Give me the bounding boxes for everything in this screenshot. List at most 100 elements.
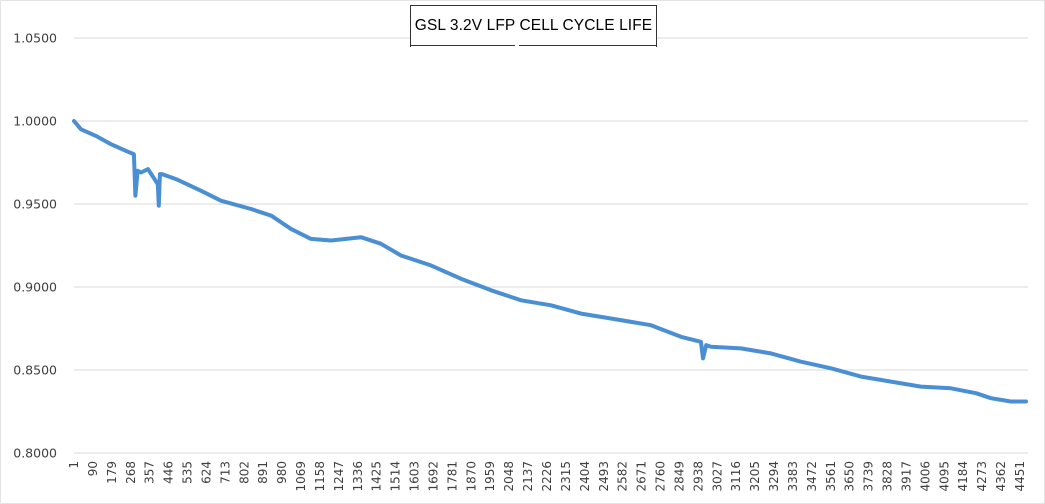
y-tick-label: 1.0000 [13, 114, 57, 129]
data-point [109, 142, 113, 146]
data-point [489, 288, 493, 292]
data-point [579, 312, 583, 316]
data-point [949, 386, 953, 390]
x-tick-label: 2226 [540, 461, 554, 492]
data-point [739, 346, 743, 350]
x-tick-label: 3205 [748, 461, 762, 492]
title-box-bottom-border-left [410, 45, 515, 46]
x-tick-label: 2671 [635, 461, 649, 492]
x-tick-label: 446 [162, 461, 176, 484]
x-tick-label: 4273 [975, 461, 989, 492]
data-point [199, 189, 203, 193]
x-tick-label: 4362 [994, 461, 1008, 492]
data-point [249, 207, 253, 211]
x-tick-label: 1959 [483, 461, 497, 492]
data-point [519, 298, 523, 302]
x-tick-label: 3739 [862, 461, 876, 492]
x-tick-label: 4184 [956, 461, 970, 492]
data-point [156, 182, 160, 186]
x-tick-label: 3828 [881, 461, 895, 492]
x-tick-label: 802 [237, 461, 251, 484]
data-point [769, 351, 773, 355]
y-tick-label: 0.8500 [13, 363, 57, 378]
data-point [1024, 400, 1028, 403]
x-tick-label: 3917 [899, 461, 913, 492]
data-point [859, 375, 863, 379]
x-tick-label: 713 [218, 461, 232, 484]
data-point [829, 366, 833, 370]
data-point [649, 323, 653, 327]
x-tick-label: 1 [67, 461, 81, 469]
x-tick-label: 179 [105, 461, 119, 484]
data-point [289, 227, 293, 231]
x-tick-label: 891 [256, 461, 270, 484]
x-tick-label: 2404 [578, 461, 592, 492]
x-tick-label: 4006 [918, 461, 932, 492]
data-point [124, 149, 128, 153]
data-point [701, 356, 705, 360]
x-tick-label: 1425 [370, 461, 384, 492]
series-line [72, 119, 1028, 404]
x-tick-label: 357 [143, 461, 157, 484]
x-tick-label: 2315 [559, 461, 573, 492]
x-tick-label: 1069 [294, 461, 308, 492]
data-point [889, 380, 893, 384]
series-group [72, 119, 1028, 404]
data-point [799, 360, 803, 364]
data-point [989, 396, 993, 400]
x-tick-label: 1336 [351, 461, 365, 492]
data-point [679, 335, 683, 339]
x-tick-label: 3472 [805, 461, 819, 492]
x-tick-label: 2493 [597, 461, 611, 492]
data-point [79, 127, 83, 131]
chart-title: GSL 3.2V LFP CELL CYCLE LIFE [414, 17, 653, 34]
x-tick-label: 4451 [1013, 461, 1027, 492]
data-point [157, 204, 161, 208]
data-point [219, 199, 223, 203]
gridlines [74, 37, 1028, 454]
title-box-bottom-border-right [519, 45, 656, 46]
x-tick-label: 2849 [672, 461, 686, 492]
x-tick-label: 1870 [464, 461, 478, 492]
data-point [1009, 400, 1013, 403]
data-point [136, 169, 140, 173]
x-tick-label: 1158 [313, 461, 327, 492]
x-tick-label: 624 [199, 461, 213, 484]
x-tick-label: 2137 [521, 461, 535, 492]
x-tick-label: 1603 [408, 461, 422, 492]
y-tick-label: 0.8000 [13, 446, 57, 461]
x-tick-label: 1514 [389, 461, 403, 492]
data-point [146, 167, 150, 171]
data-point [269, 214, 273, 218]
data-point [919, 385, 923, 389]
data-point [174, 177, 178, 181]
x-tick-label: 268 [124, 461, 138, 484]
data-point [974, 391, 978, 395]
x-tick-label: 980 [275, 461, 289, 484]
data-point [309, 237, 313, 241]
data-point [132, 152, 136, 156]
x-tick-label: 1692 [426, 461, 440, 492]
data-point [158, 172, 162, 176]
data-point [459, 277, 463, 281]
data-point [609, 317, 613, 320]
data-point [379, 242, 383, 246]
x-tick-label: 90 [86, 461, 100, 476]
data-point [329, 239, 333, 242]
x-tick-label: 1781 [445, 461, 459, 492]
data-point [133, 194, 137, 198]
x-tick-label: 2938 [691, 461, 705, 492]
x-axis-ticks: 1 90 179 268 357 446 535 624 713 802 891 980 1069 115… [67, 461, 1027, 492]
data-point [359, 235, 363, 239]
y-tick-label: 0.9000 [13, 280, 57, 295]
x-tick-label: 3116 [729, 461, 743, 492]
x-tick-label: 3383 [786, 461, 800, 492]
data-point [72, 119, 76, 123]
x-tick-label: 535 [181, 461, 195, 484]
x-tick-label: 3561 [824, 461, 838, 492]
data-point [549, 303, 553, 307]
x-tick-label: 2760 [654, 461, 668, 492]
data-point [139, 171, 143, 174]
